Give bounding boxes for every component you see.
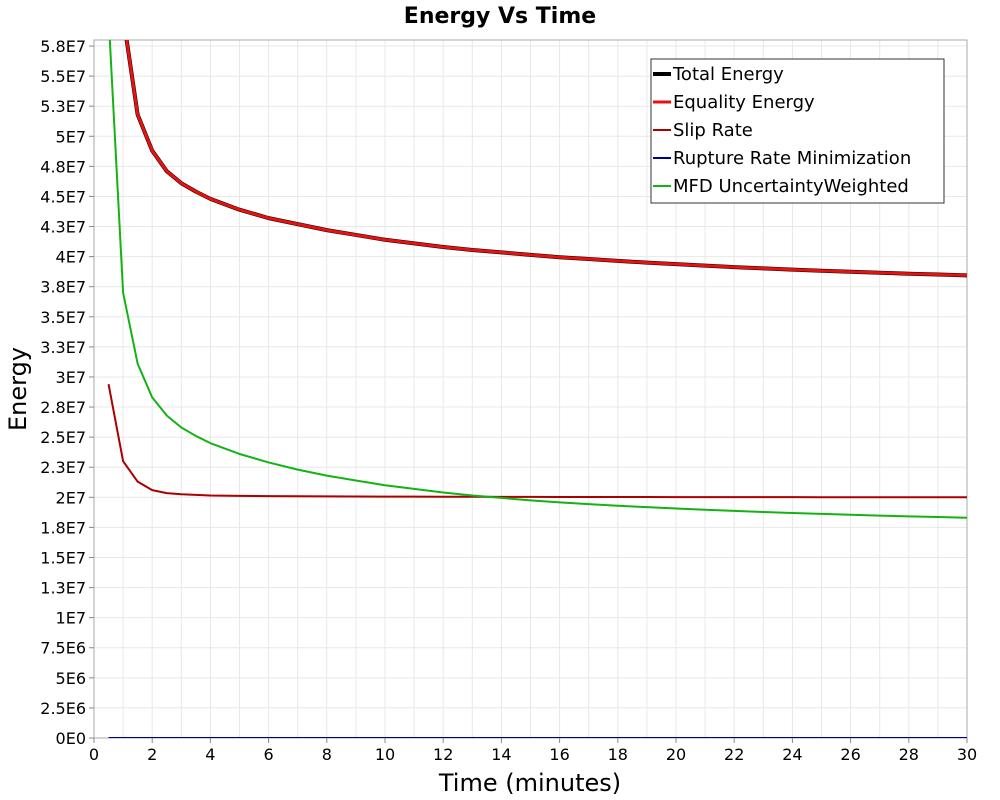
legend-label: Slip Rate (673, 120, 753, 141)
y-tick-label: 7.5E6 (40, 639, 86, 658)
legend-box (650, 58, 945, 204)
y-tick-label: 3.8E7 (40, 278, 86, 297)
legend-label: Rupture Rate Minimization (673, 148, 911, 169)
x-tick-label: 26 (840, 745, 860, 764)
legend-label: Total Energy (672, 64, 784, 85)
x-tick-label: 18 (608, 745, 628, 764)
legend: Total Energy Equality Energy Slip Rate Rupt… (650, 58, 945, 204)
grid (93, 40, 968, 739)
x-tick-label: 24 (782, 745, 802, 764)
y-tick-label: 5.8E7 (40, 37, 86, 56)
series-line-slip-rate (107, 384, 967, 499)
y-tick-label: 3.3E7 (40, 338, 86, 357)
x-axis-label: Time (minutes) (438, 769, 621, 797)
y-tick-label: 1.5E7 (40, 548, 86, 567)
y-tick-label: 4.8E7 (40, 157, 86, 176)
x-tick-label: 4 (205, 745, 215, 764)
x-tick-label: 6 (264, 745, 274, 764)
x-tick-label: 28 (899, 745, 919, 764)
legend-label: MFD UncertaintyWeighted (673, 176, 909, 197)
y-axis-label: Energy (4, 347, 32, 431)
y-tick-label: 2E7 (56, 488, 86, 507)
x-tick-label: 0 (89, 745, 99, 764)
y-tick-label: 3.5E7 (40, 308, 86, 327)
series-line-equality-energy (125, 40, 967, 277)
y-tick-label: 4.5E7 (40, 187, 86, 206)
y-tick-label: 5.3E7 (40, 97, 86, 116)
x-tick-label: 20 (666, 745, 686, 764)
x-tick-label: 12 (433, 745, 453, 764)
x-tick-label: 14 (491, 745, 511, 764)
y-tick-label: 3E7 (56, 368, 86, 387)
y-tick-label: 2.8E7 (40, 398, 86, 417)
axes: 0 2 4 6 8 10 12 14 16 18 20 22 24 26 28 300E02.5E65E67.… (40, 37, 977, 764)
series-lines (107, 40, 967, 738)
y-tick-label: 5E7 (56, 127, 86, 146)
y-tick-label: 5E6 (56, 669, 86, 688)
y-tick-label: 4E7 (56, 248, 86, 267)
chart-title: Energy Vs Time (404, 4, 596, 29)
y-tick-label: 2.3E7 (40, 458, 86, 477)
legend-label: Equality Energy (673, 92, 815, 113)
x-tick-label: 22 (724, 745, 744, 764)
series-line-mfd-uncertaintyweighted (108, 40, 967, 519)
x-tick-label: 30 (957, 745, 977, 764)
y-tick-label: 1.3E7 (40, 579, 86, 598)
y-tick-label: 5.5E7 (40, 67, 86, 86)
y-tick-label: 2.5E7 (40, 428, 86, 447)
y-tick-label: 4.3E7 (40, 218, 86, 237)
y-tick-label: 1.8E7 (40, 518, 86, 537)
x-tick-label: 8 (322, 745, 332, 764)
y-tick-label: 2.5E6 (40, 699, 86, 718)
y-tick-label: 1E7 (56, 609, 86, 628)
y-tick-label: 0E0 (56, 729, 86, 748)
x-tick-label: 10 (375, 745, 395, 764)
x-tick-label: 2 (147, 745, 157, 764)
x-tick-label: 16 (549, 745, 569, 764)
